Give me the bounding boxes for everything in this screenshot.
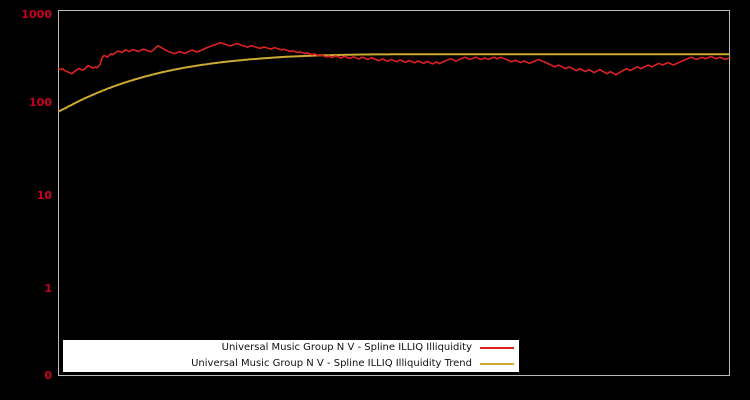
chart-legend: Universal Music Group N V - Spline ILLIQ… — [63, 340, 519, 372]
legend-swatch-illiquidity — [480, 347, 514, 349]
y-axis-tick-label-100: 100 — [29, 96, 52, 109]
legend-label-trend: Universal Music Group N V - Spline ILLIQ… — [191, 358, 472, 369]
plot-frame — [58, 10, 730, 376]
y-axis-tick-label-0: 0 — [44, 369, 52, 382]
y-axis-tick-label-1: 1 — [44, 282, 52, 295]
legend-swatch-trend — [480, 363, 514, 365]
y-axis-tick-label-1000: 1000 — [21, 8, 52, 21]
trend-line-series — [58, 53, 730, 113]
legend-entry-illiquidity: Universal Music Group N V - Spline ILLIQ… — [63, 340, 519, 356]
legend-label-illiquidity: Universal Music Group N V - Spline ILLIQ… — [221, 342, 472, 353]
legend-entry-trend: Universal Music Group N V - Spline ILLIQ… — [63, 356, 519, 372]
y-axis-tick-label-10: 10 — [36, 189, 52, 202]
illiquidity-line-series — [58, 41, 730, 76]
